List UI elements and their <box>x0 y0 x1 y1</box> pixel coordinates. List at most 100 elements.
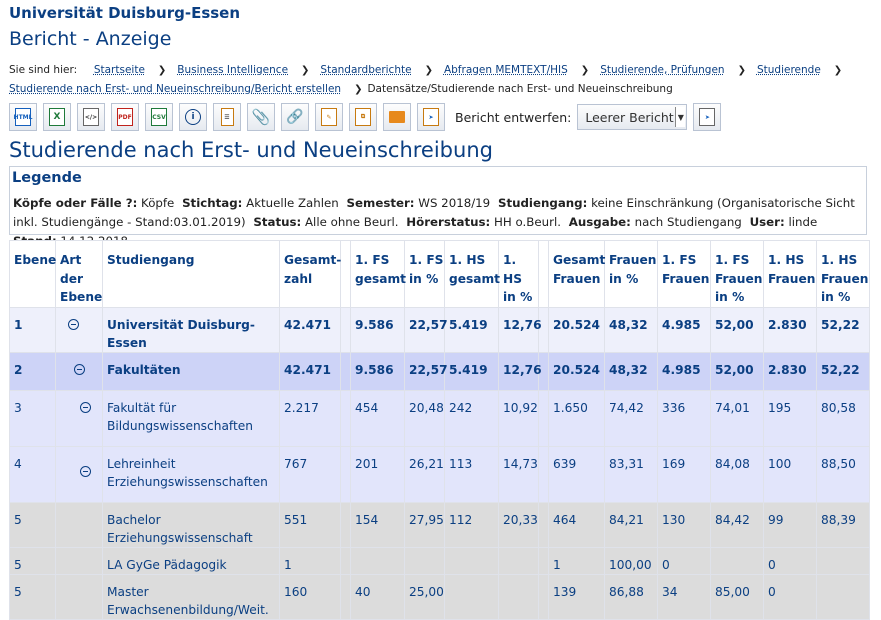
table-cell <box>55 306 103 353</box>
breadcrumb-business-intelligence[interactable]: Business Intelligence <box>177 64 289 76</box>
table-cell: 20,33 <box>498 501 539 548</box>
design-report-label: Bericht entwerfen: <box>455 109 572 125</box>
column-header[interactable]: Gesamt Frauen <box>548 240 605 308</box>
chevron-right-icon: ❯ <box>354 84 363 95</box>
column-header[interactable]: Frauen in % <box>604 240 658 308</box>
column-header[interactable]: Gesamt-zahl <box>279 240 341 308</box>
table-cell: 99 <box>763 501 817 548</box>
collapse-icon[interactable] <box>80 465 91 477</box>
legend-title: Legende <box>12 170 82 186</box>
table-cell <box>404 546 445 575</box>
breadcrumb-abfragen[interactable]: Abfragen MEMTEXT/HIS <box>443 64 568 76</box>
table-cell: 201 <box>350 445 405 503</box>
table-cell: 80,58 <box>816 389 870 447</box>
excel-export-button[interactable]: X <box>43 103 71 131</box>
column-header[interactable]: 1. HS Frauen <box>763 240 817 308</box>
column-header[interactable] <box>538 240 549 308</box>
table-cell <box>340 546 351 575</box>
edit-report-icon: ✎ <box>321 108 337 126</box>
copy-report-button[interactable]: ⧉ <box>349 103 377 131</box>
chevron-right-icon: ❯ <box>833 65 843 76</box>
table-cell: 12,76 <box>498 351 542 391</box>
table-cell <box>55 445 103 503</box>
table-cell <box>340 306 351 353</box>
html-export-button[interactable]: HTML <box>9 103 37 131</box>
table-cell: 139 <box>548 573 605 620</box>
table-cell: LA GyGe Pädagogik <box>102 546 280 575</box>
column-header[interactable] <box>340 240 351 308</box>
table-cell: 0 <box>763 546 817 575</box>
collapse-icon[interactable] <box>74 363 85 375</box>
table-cell: 20,48 <box>404 389 445 447</box>
column-header[interactable]: 1. FS gesamt <box>350 240 406 308</box>
table-cell: 242 <box>444 389 499 447</box>
link-icon: 🔗 <box>286 109 304 125</box>
export-report-button[interactable]: ➤ <box>417 103 445 131</box>
table-cell: 195 <box>763 389 817 447</box>
table-cell <box>55 351 103 391</box>
info-button[interactable]: i <box>179 103 207 131</box>
table-cell: Bachelor Erziehungswissenschaft <box>102 501 280 548</box>
legend-value: Köpfe <box>137 196 179 210</box>
collapse-icon[interactable] <box>80 401 91 413</box>
table-cell: 20.524 <box>548 306 605 353</box>
table-cell <box>55 389 103 447</box>
column-header[interactable]: 1. FS Frauen in % <box>710 240 764 308</box>
table-cell: 40 <box>350 573 405 620</box>
design-report-go-button[interactable]: ➤ <box>693 103 722 131</box>
legend-value: keine Einschränkung (Organisatorische Si… <box>13 196 855 229</box>
legend-key: Studiengang: <box>497 196 588 210</box>
table-cell <box>350 546 405 575</box>
legend-key: Hörerstatus: <box>406 215 491 229</box>
column-header[interactable]: 1. FS in % <box>404 240 445 308</box>
table-cell: 88,50 <box>816 445 870 503</box>
table-cell: 48,32 <box>604 351 658 391</box>
notebook-button[interactable]: ☰ <box>213 103 241 131</box>
table-cell <box>710 546 764 575</box>
column-header[interactable]: 1. HS Frauen in % <box>816 240 870 308</box>
folder-button[interactable] <box>383 103 411 131</box>
info-icon: i <box>185 109 201 125</box>
breadcrumb-startseite[interactable]: Startseite <box>93 64 145 76</box>
breadcrumb-studierende-pruefungen[interactable]: Studierende, Prüfungen <box>600 64 725 76</box>
breadcrumb-standardberichte[interactable]: Standardberichte <box>320 64 412 76</box>
table-cell: 52,22 <box>816 351 870 391</box>
chevron-right-icon: ❯ <box>580 65 590 76</box>
table-cell: 48,32 <box>604 306 658 353</box>
table-cell: 100 <box>763 445 817 503</box>
breadcrumb-studierende[interactable]: Studierende <box>756 64 821 76</box>
table-cell: 84,42 <box>710 501 764 548</box>
legend-key: Status: <box>253 215 302 229</box>
table-cell: Universität Duisburg-Essen <box>102 306 280 353</box>
column-header[interactable]: Ebene <box>9 240 56 308</box>
attachment-button[interactable]: 📎 <box>247 103 275 131</box>
table-cell: 5 <box>9 501 56 548</box>
collapse-icon[interactable] <box>68 318 79 330</box>
column-header[interactable]: 1. HS gesamt <box>444 240 500 308</box>
xml-export-button[interactable]: </> <box>77 103 105 131</box>
legend-text: Köpfe oder Fälle ?: Köpfe Stichtag: Aktu… <box>13 194 863 251</box>
csv-export-icon: CSV <box>151 108 167 126</box>
table-cell: 42.471 <box>279 306 341 353</box>
table-cell: 1 <box>279 546 341 575</box>
column-header[interactable]: 1. HS in % <box>498 240 539 308</box>
pdf-export-button[interactable]: PDF <box>111 103 139 131</box>
table-cell: 52,00 <box>710 306 764 353</box>
legend-value: HH o.Beurl. <box>490 215 565 229</box>
breadcrumb-bericht-erstellen[interactable]: Studierende nach Erst- und Neueinschreib… <box>9 83 342 95</box>
legend-value: WS 2018/19 <box>414 196 494 210</box>
csv-export-button[interactable]: CSV <box>145 103 173 131</box>
report-toolbar: HTML X </> PDF CSV i ☰ 📎 🔗 ✎ ⧉ ➤ Bericht… <box>9 103 727 131</box>
edit-report-button[interactable]: ✎ <box>315 103 343 131</box>
xml-export-icon: </> <box>83 108 99 126</box>
column-header[interactable]: Art der Ebene <box>55 240 103 308</box>
table-cell: 88,39 <box>816 501 870 548</box>
notebook-icon: ☰ <box>220 108 234 126</box>
table-cell: 12,76 <box>498 306 542 353</box>
table-cell: 454 <box>350 389 405 447</box>
design-report-select[interactable]: Leerer Bericht ▼ <box>577 104 688 130</box>
table-cell: 4.985 <box>657 351 711 391</box>
column-header[interactable]: 1. FS Frauen <box>657 240 711 308</box>
link-button[interactable]: 🔗 <box>281 103 309 131</box>
column-header[interactable]: Studiengang <box>102 240 280 308</box>
